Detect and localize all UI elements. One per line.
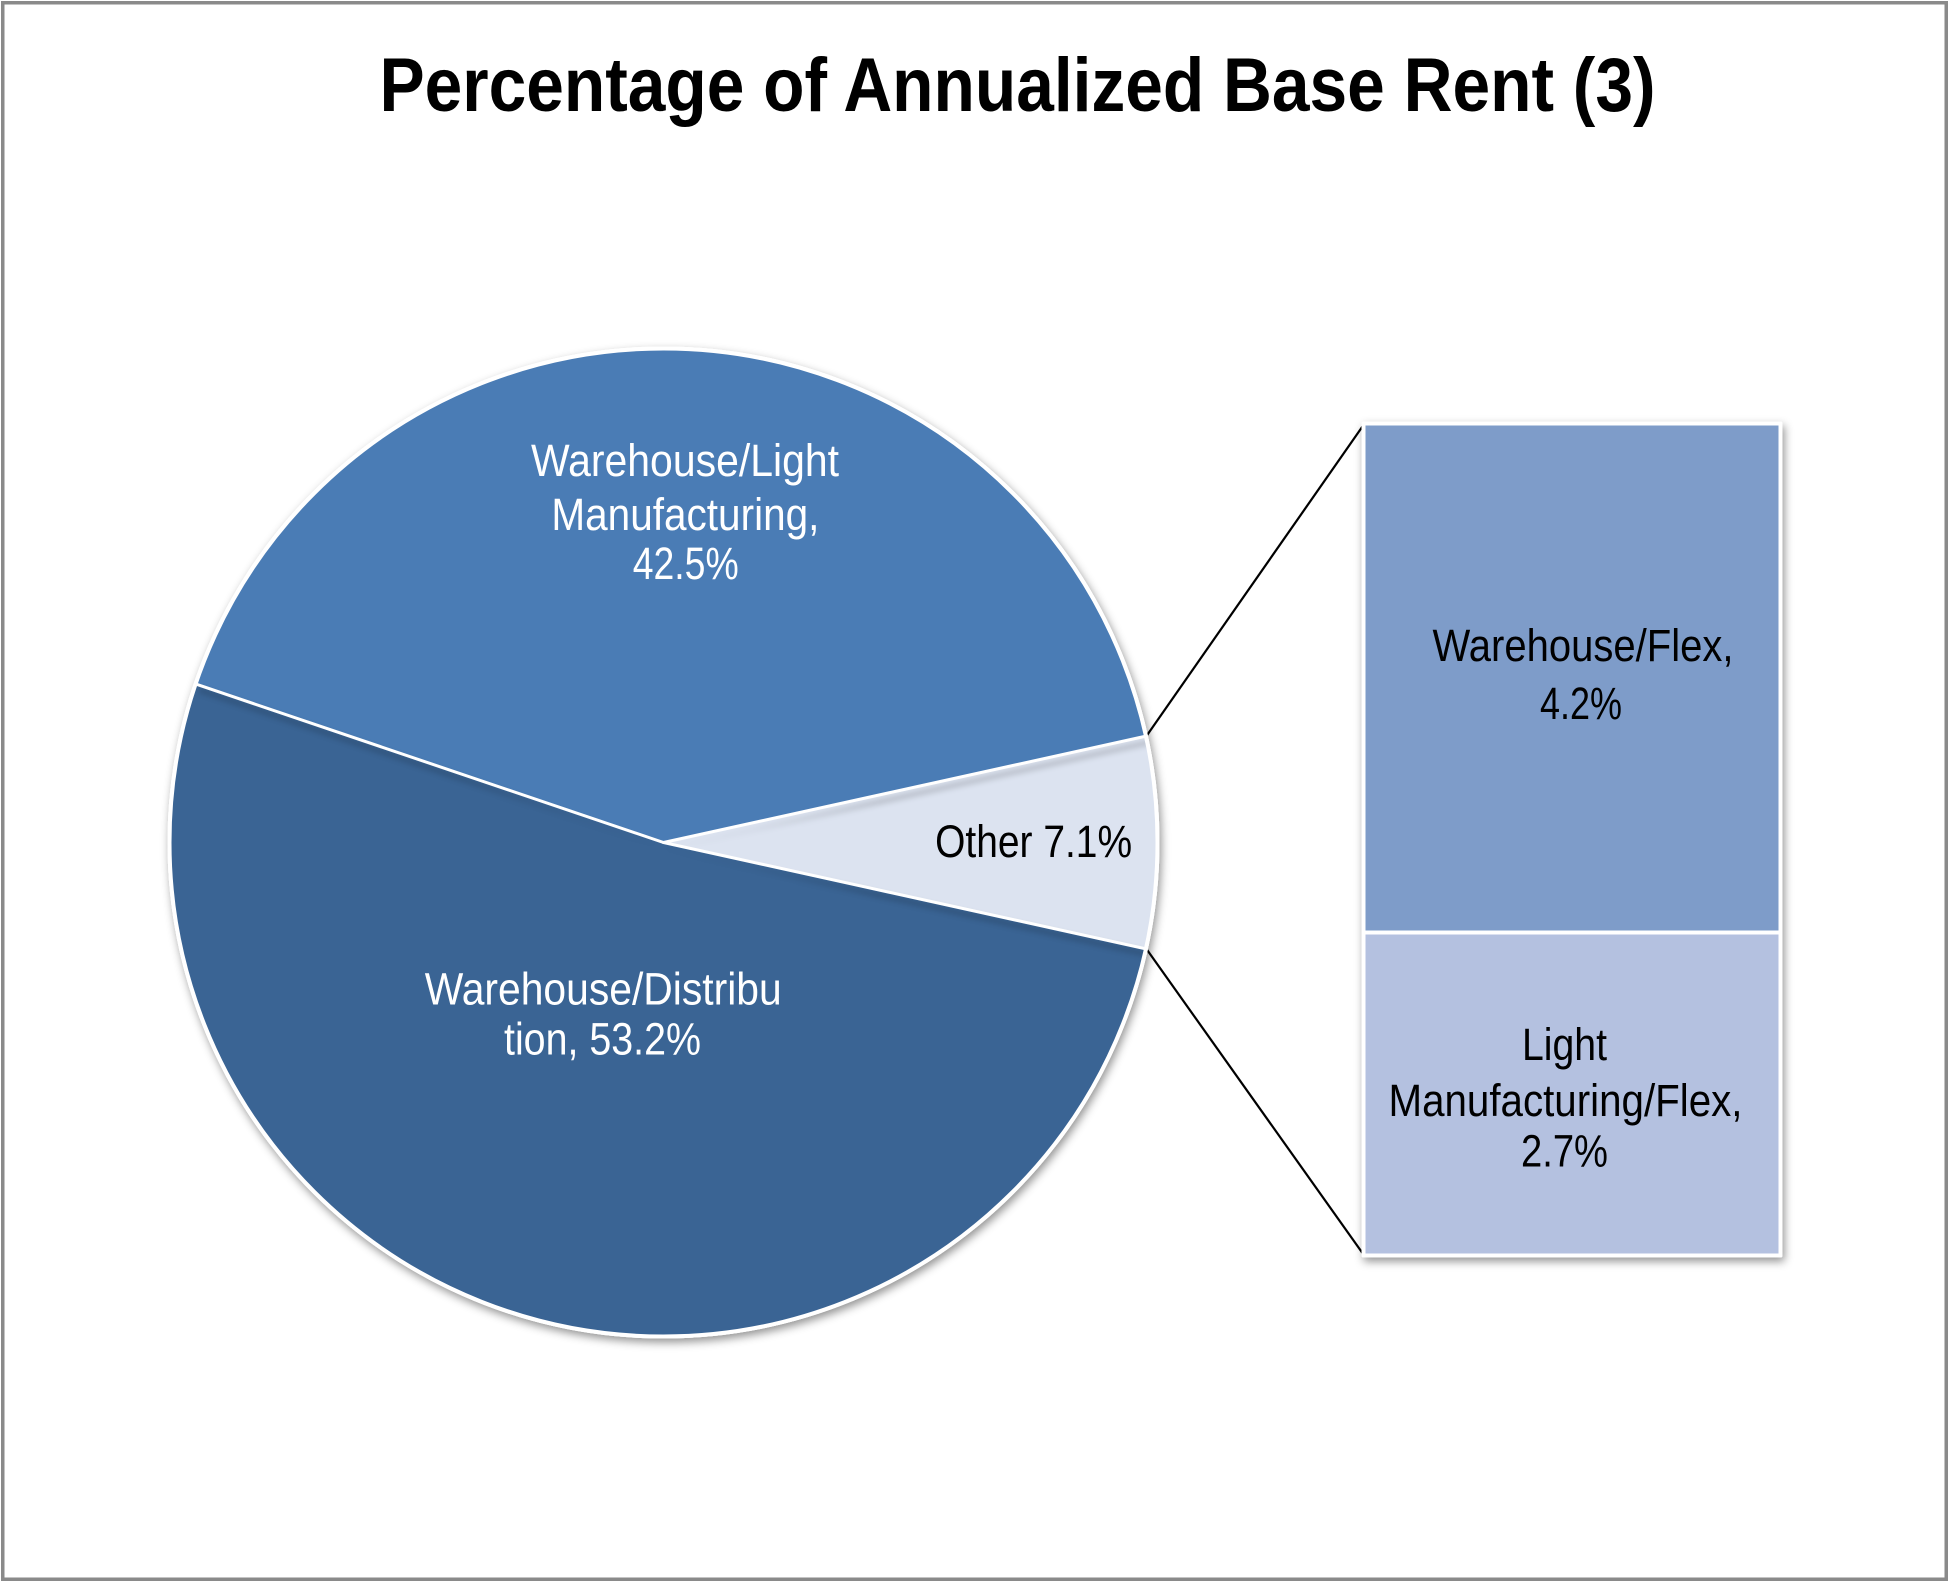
svg-text:Warehouse/Flex,: Warehouse/Flex, [1433, 620, 1734, 671]
svg-text:Warehouse/Distribu: Warehouse/Distribu [425, 964, 782, 1015]
svg-text:Other 7.1%: Other 7.1% [935, 816, 1132, 867]
svg-text:Percentage of Annualized Base: Percentage of Annualized Base Rent (3) [380, 43, 1656, 128]
svg-text:Light: Light [1522, 1019, 1607, 1070]
svg-text:tion, 53.2%: tion, 53.2% [504, 1014, 701, 1065]
svg-text:2.7%: 2.7% [1521, 1126, 1608, 1177]
svg-text:Manufacturing/Flex,: Manufacturing/Flex, [1389, 1075, 1743, 1126]
svg-text:4.2%: 4.2% [1540, 678, 1622, 729]
svg-text:Warehouse/Light: Warehouse/Light [531, 435, 839, 486]
svg-text:Manufacturing,: Manufacturing, [551, 489, 819, 540]
svg-text:42.5%: 42.5% [633, 538, 739, 589]
